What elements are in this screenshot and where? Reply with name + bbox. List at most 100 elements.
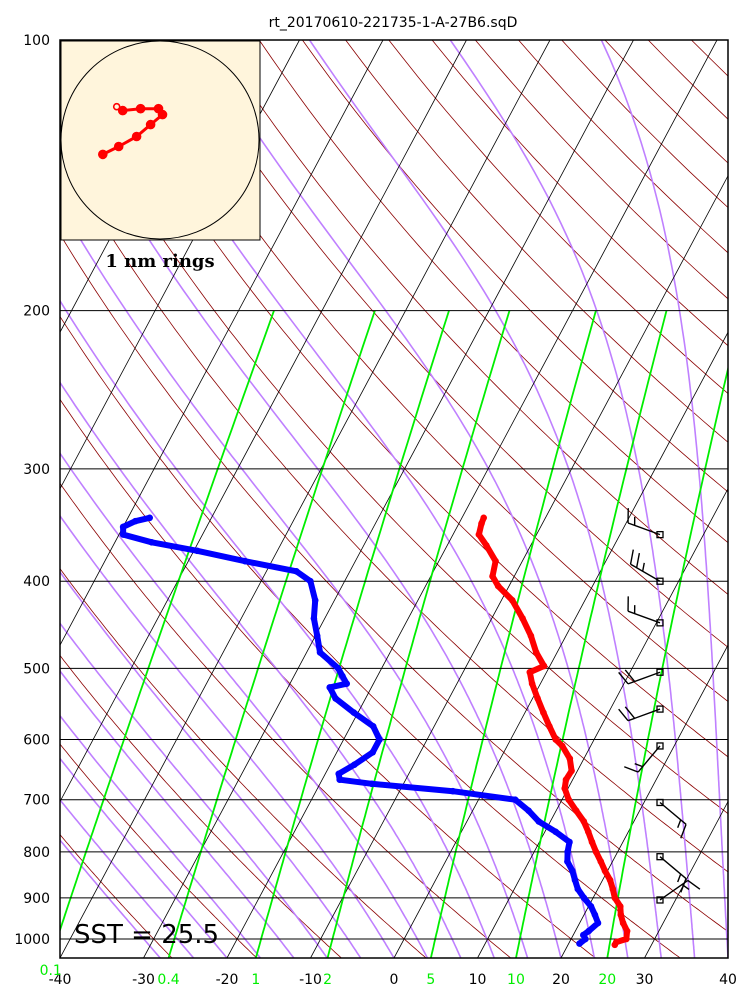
hodograph-ring-label: 1 nm rings — [105, 251, 214, 272]
isotherm — [60, 40, 551, 958]
moist-adiabat — [60, 714, 262, 958]
temperature-point — [559, 742, 566, 750]
temperature-point — [609, 885, 617, 893]
mixing-ratio-tick-label: 0.4 — [157, 972, 179, 988]
dewpoint-point — [591, 911, 599, 919]
temperature-point — [613, 938, 620, 946]
moist-adiabat — [60, 621, 328, 958]
dewpoint-point — [334, 665, 342, 672]
wind-barb-station — [656, 798, 664, 807]
moist-adiabat — [308, 40, 662, 958]
wind-barb-station — [656, 577, 664, 585]
temperature-tick-label: 10 — [469, 972, 487, 988]
temperature-point — [528, 680, 536, 687]
wind-barbs — [618, 508, 701, 904]
wind-barb-staff — [627, 522, 661, 536]
temperature-point — [617, 911, 625, 919]
dewpoint-point — [307, 577, 314, 585]
wind-barb-station — [656, 668, 664, 676]
wind-barb-station — [656, 896, 664, 904]
mixing-ratio-line — [515, 310, 668, 958]
temperature-point — [483, 542, 490, 549]
temperature-point — [568, 767, 575, 775]
hodograph-point — [145, 119, 156, 130]
hodograph-point — [131, 131, 142, 142]
wind-barb-station — [656, 742, 664, 750]
temperature-point — [623, 927, 631, 935]
isotherm — [393, 331, 728, 958]
dewpoint-point — [326, 684, 334, 691]
hodograph-inset: 1 nm rings — [60, 40, 261, 272]
wind-barb-station — [656, 530, 664, 539]
hodograph-point — [135, 103, 146, 114]
dry-adiabat — [172, 40, 728, 648]
pressure-tick-label: 700 — [23, 793, 50, 809]
wind-barb-staff — [627, 610, 661, 624]
isotherm — [60, 40, 467, 803]
dewpoint-point — [336, 776, 344, 783]
mixing-ratio-line — [60, 310, 275, 933]
dewpoint-point — [339, 672, 346, 680]
hodograph-point — [113, 141, 124, 152]
moist-adiabat — [60, 203, 529, 958]
temperature-point — [572, 807, 580, 814]
dewpoint-point — [552, 828, 559, 836]
moist-adiabat — [60, 570, 362, 958]
temperature-point — [565, 796, 572, 803]
temperature-point — [585, 828, 592, 836]
temperature-point — [494, 582, 502, 590]
isotherm — [644, 800, 728, 958]
dewpoint-point — [368, 780, 376, 788]
dewpoint-point — [535, 818, 542, 825]
moist-adiabat — [60, 798, 195, 958]
dewpoint-point — [569, 867, 576, 875]
dry-adiabat — [60, 482, 511, 958]
temperature-point — [534, 695, 541, 702]
hodograph-point — [98, 149, 108, 160]
moist-adiabat — [195, 40, 629, 958]
dewpoint-point — [576, 940, 583, 947]
dewpoint-point — [571, 876, 579, 884]
dewpoint-point — [580, 931, 587, 939]
dry-adiabat — [129, 40, 728, 702]
pressure-tick-label: 300 — [23, 462, 50, 478]
pressure-tick-label: 900 — [23, 891, 50, 907]
hodograph-point — [153, 103, 164, 114]
dry-adiabat — [60, 233, 728, 933]
moist-adiabat — [60, 757, 228, 958]
temperature-point — [592, 848, 600, 856]
dry-adiabat — [561, 40, 728, 209]
temperature-tick-label: -30 — [132, 972, 155, 988]
wind-barb-full — [624, 669, 636, 682]
sst-label: SST = 25.5 — [74, 920, 219, 950]
wind-barb-station — [656, 705, 664, 713]
isotherm — [727, 957, 728, 958]
wind-barb-half — [681, 883, 690, 891]
moist-adiabat — [60, 451, 429, 958]
pressure-tick-label: 400 — [23, 574, 50, 590]
dewpoint-point — [119, 531, 127, 538]
dry-adiabat — [474, 40, 728, 300]
dewpoint-point — [511, 796, 519, 803]
temperature-tick-label: 30 — [636, 972, 654, 988]
temperature-point — [527, 632, 535, 640]
dry-adiabat — [60, 743, 257, 958]
dry-adiabat — [85, 40, 728, 758]
isotherm — [310, 174, 728, 958]
pressure-axis: 100 200 300 400 500 600 700 800 900 1000 — [14, 33, 50, 948]
moist-adiabat — [60, 381, 462, 958]
wind-barb-staff — [659, 856, 687, 880]
temperature-axis: -40 -30 -20 -10 0 10 20 30 40 — [49, 972, 737, 988]
pressure-tick-label: 200 — [23, 304, 50, 320]
temperature-point — [580, 818, 588, 825]
dewpoint-point — [310, 615, 318, 622]
mixing-ratio-line — [606, 365, 728, 958]
wind-barb-half — [641, 562, 645, 572]
temperature-tick-label: -40 — [49, 972, 72, 988]
dewpoint-point — [594, 919, 602, 927]
temperature-tick-label: 40 — [719, 972, 737, 988]
temperature-tick-label: 0 — [390, 972, 399, 988]
temperature-point — [588, 838, 596, 846]
temperature-point — [519, 615, 526, 622]
moist-adiabat — [60, 514, 395, 958]
